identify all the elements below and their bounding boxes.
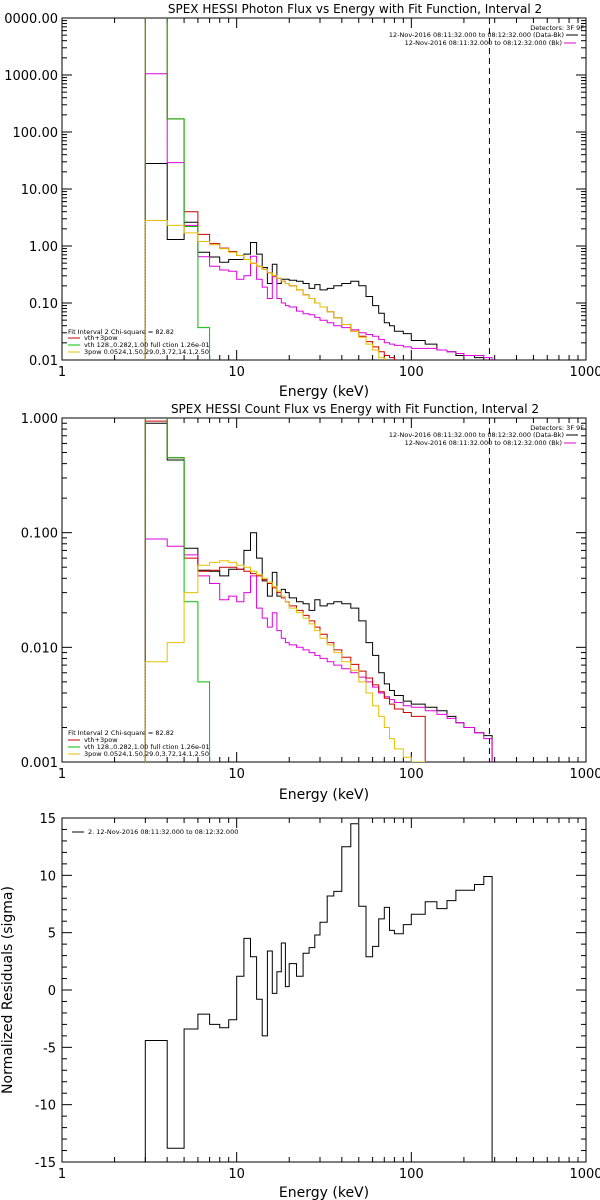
count-x-tick-label: 1000	[569, 767, 600, 782]
residuals-ylabel: Normalized Residuals (sigma)	[0, 886, 16, 1094]
count-y-tick-label: 0.100	[21, 527, 58, 542]
photon-y-tick-label: 0000.00	[4, 12, 58, 27]
count-series-group	[144, 418, 493, 762]
photon-flux-xlabel: Energy (keV)	[279, 384, 369, 400]
count-legend-entry: 12-Nov-2016 08:11:32.000 to 08:12:32.000…	[405, 439, 562, 447]
photon-y-tick-label: 100.00	[13, 126, 59, 141]
count-x-tick-label: 1	[58, 767, 66, 782]
photon-series-thermal	[144, 18, 211, 360]
residual-legend-entry: 2. 12-Nov-2016 08:11:32.000 to 08:12:32.…	[88, 828, 238, 836]
residual-y-tick-label: 10	[39, 869, 56, 884]
residual-x-tick-label: 1000	[569, 1167, 600, 1182]
photon-x-tick-label: 100	[399, 365, 424, 380]
residual-x-tick-label: 10	[228, 1167, 245, 1182]
residual-y-tick-label: -10	[35, 1099, 56, 1114]
count-y-tick-label: 0.001	[21, 756, 58, 771]
photon-y-tick-label: 10.00	[21, 183, 58, 198]
count-fit-legend-entry: 3pow 0.0524,1.50,29.0,3.72,14.1,2.50	[84, 750, 209, 758]
count-series-thermal	[144, 418, 211, 762]
count-y-tick-label: 1.000	[21, 412, 58, 427]
photon-series-background	[144, 73, 493, 360]
count-x-tick-label: 100	[399, 767, 424, 782]
photon-x-tick-label: 1	[58, 365, 66, 380]
photon-fit-legend-entry: vth 128.,0.282,1.00 full ction 1.26e-01	[84, 341, 210, 349]
photon-series-group	[144, 18, 493, 360]
residual-y-tick-label: -5	[43, 1041, 56, 1056]
residual-series-group	[144, 823, 493, 1162]
residual-series-residuals	[144, 823, 493, 1162]
residuals-xlabel: Energy (keV)	[279, 1185, 369, 1200]
residual-y-tick-label: 0	[48, 984, 56, 999]
count-fit-legend-entry: vth 128.,0.282,1.00 full ction 1.26e-01	[84, 743, 210, 751]
photon-y-tick-label: 0.01	[29, 354, 58, 369]
residual-x-tick-label: 1	[58, 1167, 66, 1182]
count-legend-entry: 12-Nov-2016 08:11:32.000 to 08:12:32.000…	[389, 431, 564, 439]
count-flux-detector-label: Detectors: 3F 9F	[530, 424, 584, 432]
photon-y-tick-label: 1.00	[29, 240, 58, 255]
count-flux-panel: SPEX HESSI Count Flux vs Energy with Fit…	[21, 402, 600, 803]
photon-flux-panel: SPEX HESSI Photon Flux vs Energy with Fi…	[4, 2, 600, 400]
count-series-power-law	[144, 560, 426, 762]
residuals-panel: Energy (keV) Normalized Residuals (sigma…	[0, 812, 600, 1200]
photon-y-tick-label: 0.10	[29, 297, 58, 312]
photon-x-tick-label: 1000	[569, 365, 600, 380]
photon-y-tick-label: 1000.00	[4, 69, 58, 84]
photon-flux-title: SPEX HESSI Photon Flux vs Energy with Fi…	[168, 2, 542, 16]
count-flux-xlabel: Energy (keV)	[279, 787, 369, 803]
photon-series-power-law	[144, 220, 385, 360]
photon-legend-entry: 12-Nov-2016 08:11:32.000 to 08:12:32.000…	[405, 39, 562, 47]
photon-legend-entry: 12-Nov-2016 08:11:32.000 to 08:12:32.000…	[389, 31, 564, 39]
count-plot-frame	[61, 417, 587, 763]
photon-flux-detector-label: Detectors: 3F 9F	[530, 24, 584, 32]
count-y-tick-label: 0.010	[21, 641, 58, 656]
photon-flux-fit-label: Fit Interval 2 Chi-square = 82.82	[68, 328, 174, 336]
photon-series-data	[144, 163, 493, 360]
residual-x-tick-label: 100	[399, 1167, 424, 1182]
count-x-tick-label: 10	[228, 767, 245, 782]
photon-fit-legend-entry: vth+3pow	[84, 334, 118, 342]
photon-x-tick-label: 10	[228, 365, 245, 380]
residual-y-tick-label: -15	[35, 1156, 56, 1171]
count-series-background	[144, 538, 493, 762]
count-flux-fit-label: Fit Interval 2 Chi-square = 82.82	[68, 729, 174, 737]
residual-y-tick-label: 15	[39, 812, 56, 827]
count-fit-legend-entry: vth+3pow	[84, 736, 118, 744]
count-flux-title: SPEX HESSI Count Flux vs Energy with Fit…	[171, 402, 539, 416]
photon-fit-legend-entry: 3pow 0.0524,1.50,29.0,3.72,14.1,2.50	[84, 348, 209, 356]
residual-y-tick-label: 5	[48, 927, 56, 942]
